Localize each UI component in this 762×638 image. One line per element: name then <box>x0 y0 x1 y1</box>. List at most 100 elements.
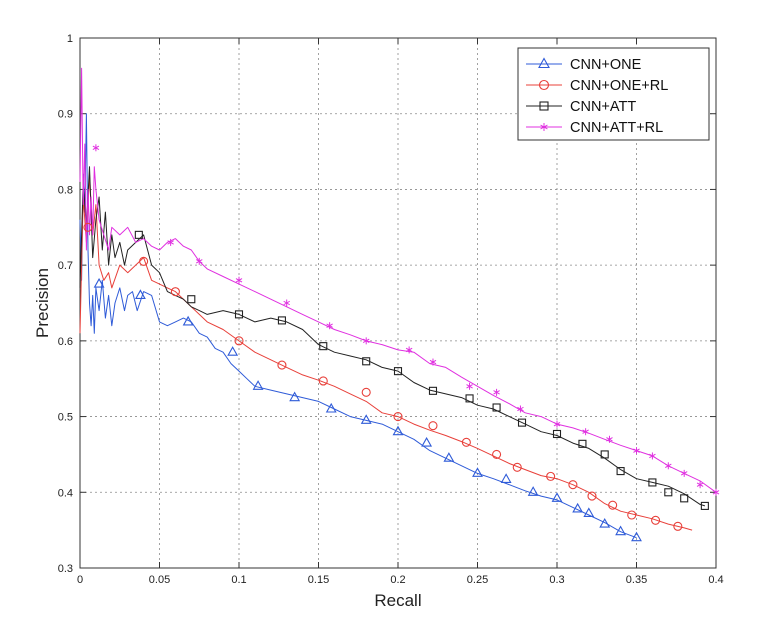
data-point-cnn-one <box>631 531 642 542</box>
data-point-cnn-one-rl <box>318 376 328 386</box>
data-point-cnn-att-rl <box>235 276 243 284</box>
data-point-cnn-att-rl <box>696 481 704 489</box>
asterisk-stroke <box>466 384 473 389</box>
asterisk-stroke <box>606 437 613 442</box>
asterisk-stroke <box>633 448 640 453</box>
data-point-cnn-att-rl <box>466 382 473 390</box>
x-tick-label: 0.4 <box>708 574 723 586</box>
y-tick-label: 1 <box>67 33 73 45</box>
data-point-cnn-one-rl <box>512 462 522 472</box>
asterisk-stroke <box>540 124 548 130</box>
x-tick-label: 0.2 <box>390 574 405 586</box>
data-point-cnn-one <box>93 277 105 288</box>
asterisk-stroke <box>195 259 203 264</box>
data-point-cnn-one <box>392 425 404 436</box>
data-point-cnn-att <box>517 418 527 427</box>
data-point-cnn-one-rl <box>651 515 661 525</box>
data-point-cnn-one <box>500 473 512 483</box>
chart-legend: CNN+ONE CNN+ONE+RL CNN+ATT CNN+ATT+RL <box>517 47 710 141</box>
legend-swatch-marker <box>538 79 550 91</box>
data-point-cnn-att-rl <box>429 358 437 366</box>
data-point-cnn-one <box>182 315 194 326</box>
data-point-cnn-att <box>187 295 196 304</box>
asterisk-stroke <box>493 390 500 395</box>
data-point-cnn-one <box>289 391 301 402</box>
y-tick-label: 0.8 <box>58 184 73 196</box>
data-point-cnn-one <box>325 402 337 413</box>
x-tick-label: 0.1 <box>231 574 246 586</box>
asterisk-stroke <box>92 145 100 150</box>
data-point-cnn-att <box>234 310 244 319</box>
data-point-cnn-one-rl <box>83 222 93 232</box>
data-point-cnn-one <box>527 486 539 496</box>
legend-label: CNN+ONE+RL <box>570 78 668 94</box>
series-line-cnn-one <box>79 113 637 539</box>
data-point-cnn-att <box>428 386 438 395</box>
data-point-cnn-att-rl <box>606 435 613 443</box>
data-point-cnn-att-rl <box>405 346 413 354</box>
legend-swatch-marker <box>539 101 549 111</box>
grid-lines <box>80 38 716 568</box>
data-point-cnn-one <box>583 507 595 518</box>
data-point-cnn-one <box>615 525 627 536</box>
y-tick-label: 0.3 <box>58 563 73 575</box>
asterisk-stroke <box>326 323 333 328</box>
legend-swatch-marker <box>538 57 550 69</box>
series-line-cnn-att-rl <box>79 67 717 493</box>
data-point-cnn-att <box>700 501 709 510</box>
asterisk-stroke <box>362 338 370 344</box>
data-point-cnn-one-rl <box>627 510 637 520</box>
asterisk-stroke <box>649 453 656 459</box>
series-line-cnn-att <box>79 166 706 507</box>
data-point-cnn-att <box>664 488 673 497</box>
data-point-cnn-one-rl <box>428 421 438 431</box>
data-point-cnn-one <box>443 452 455 462</box>
data-point-cnn-att <box>600 450 609 459</box>
asterisk-stroke <box>553 421 561 427</box>
data-point-cnn-att <box>578 439 587 448</box>
data-point-cnn-att-rl <box>283 299 290 307</box>
axis-ticks: 0 0.05 0.1 0.15 0.2 0.25 0.3 0.35 0.4 0.3 0.4 0.5 0.… <box>58 33 724 586</box>
data-point-cnn-one-rl <box>492 449 502 459</box>
asterisk-stroke <box>665 463 672 468</box>
data-point-cnn-att <box>492 403 501 412</box>
legend-item-cnn-one: CNN+ONE <box>526 57 642 73</box>
series-markers <box>83 144 720 542</box>
data-point-cnn-att-rl <box>649 452 656 460</box>
data-point-cnn-att <box>648 478 657 487</box>
y-tick-label: 0.5 <box>58 412 73 424</box>
x-tick-label: 0.3 <box>549 574 564 586</box>
legend-item-cnn-att: CNN+ATT <box>526 99 636 115</box>
legend-item-cnn-att-rl: CNN+ATT+RL <box>526 120 663 136</box>
x-tick-label: 0.35 <box>626 574 647 586</box>
data-point-cnn-att-rl <box>326 322 333 330</box>
asterisk-stroke <box>712 490 720 495</box>
data-point-cnn-one-rl <box>170 287 180 297</box>
y-tick-label: 0.6 <box>58 336 73 348</box>
data-point-cnn-att <box>616 467 625 476</box>
data-point-cnn-one <box>599 517 611 528</box>
x-tick-label: 0.25 <box>467 574 488 586</box>
data-point-cnn-one-rl <box>608 500 618 510</box>
data-point-cnn-att <box>465 394 474 403</box>
legend-label: CNN+ATT <box>570 99 636 115</box>
data-point-cnn-one-rl <box>234 336 244 346</box>
data-point-cnn-one-rl <box>568 480 578 490</box>
x-axis-label: Recall <box>374 591 421 610</box>
data-point-cnn-one <box>227 346 239 356</box>
asterisk-stroke <box>680 471 688 476</box>
data-point-cnn-one-rl <box>461 437 471 447</box>
series-line-cnn-one-rl <box>79 173 693 531</box>
data-point-cnn-att-rl <box>582 428 589 436</box>
asterisk-stroke <box>696 482 704 487</box>
asterisk-stroke <box>582 429 589 434</box>
data-point-cnn-one-rl <box>393 412 403 422</box>
data-point-cnn-att <box>277 316 286 325</box>
legend-item-cnn-one-rl: CNN+ONE+RL <box>526 78 668 94</box>
data-point-cnn-att <box>680 494 689 503</box>
data-point-cnn-one-rl <box>546 471 556 481</box>
asterisk-stroke <box>429 359 437 365</box>
data-point-cnn-att-rl <box>195 257 203 265</box>
data-point-cnn-att <box>319 342 328 351</box>
